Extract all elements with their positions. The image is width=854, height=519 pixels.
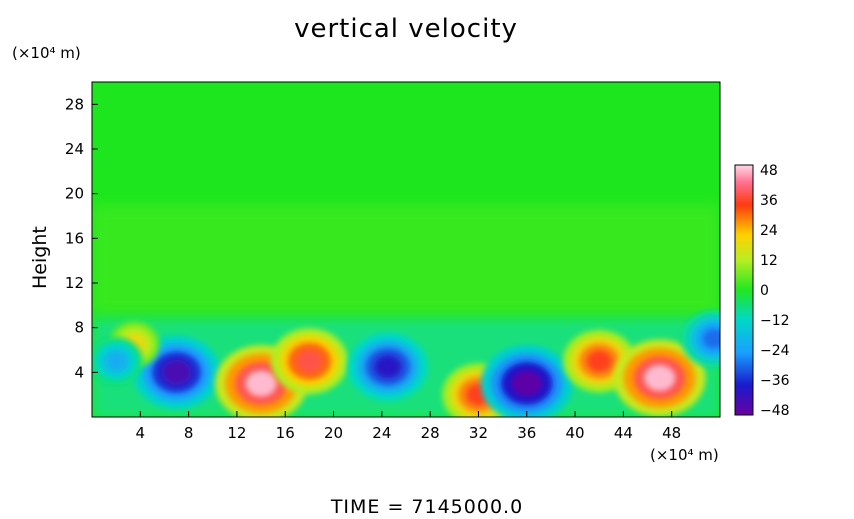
- velocity-cell: [347, 332, 428, 401]
- x-tick-label: 20: [324, 424, 343, 442]
- x-tick-label: 8: [184, 424, 194, 442]
- plot-frame: [91, 81, 721, 418]
- x-tick-label: 28: [421, 424, 440, 442]
- velocity-contour: [296, 349, 323, 373]
- colorbar-ticks: 48 36 24 12 0 −12 −24 −36 −48: [760, 163, 790, 419]
- texture-band: [92, 205, 720, 315]
- y-tick-label: 24: [65, 140, 84, 158]
- colorbar-tick-label: −24: [760, 343, 790, 359]
- colorbar-tick-label: −48: [760, 403, 790, 419]
- velocity-contour: [245, 370, 277, 397]
- velocity-contour: [511, 370, 543, 397]
- velocity-features: [92, 310, 720, 417]
- colorbar-tick-label: −36: [760, 373, 790, 389]
- velocity-contour: [702, 329, 720, 349]
- colorbar-tick-label: 0: [760, 283, 769, 299]
- x-tick-label: 4: [136, 424, 146, 442]
- colorbar-tick-label: 12: [760, 253, 778, 269]
- chart-title: vertical velocity: [294, 14, 518, 44]
- x-tick-label: 36: [517, 424, 536, 442]
- x-tick-label: 16: [276, 424, 295, 442]
- velocity-cell: [480, 345, 573, 417]
- field-layer: [92, 205, 720, 417]
- y-tick-label: 8: [74, 319, 84, 337]
- velocity-cell: [681, 310, 720, 368]
- x-axis-unit: (×10⁴ m): [650, 446, 719, 464]
- y-axis: 4 8 12 16 20 24 28: [65, 95, 98, 381]
- y-tick-label: 12: [65, 274, 84, 292]
- colorbar-tick-label: 36: [760, 193, 778, 209]
- velocity-cell: [92, 337, 143, 386]
- velocity-cell: [270, 328, 348, 395]
- x-tick-label: 40: [566, 424, 585, 442]
- y-tick-label: 28: [65, 95, 84, 113]
- colorbar: [734, 164, 754, 416]
- x-axis: 4 8 12 16 20 24 28 32 36 40 44 48: [136, 411, 681, 442]
- colorbar-tick-label: −12: [760, 313, 790, 329]
- x-tick-label: 48: [662, 424, 681, 442]
- y-tick-label: 16: [65, 229, 84, 247]
- x-tick-label: 44: [614, 424, 633, 442]
- velocity-contour: [643, 364, 676, 391]
- velocity-contour: [374, 355, 402, 379]
- colorbar-tick-label: 48: [760, 163, 778, 179]
- velocity-contour: [107, 352, 126, 370]
- y-tick-label: 20: [65, 185, 84, 203]
- y-axis-unit: (×10⁴ m): [12, 44, 81, 62]
- y-tick-label: 4: [74, 363, 84, 381]
- time-label: TIME = 7145000.0: [330, 496, 524, 518]
- x-tick-label: 12: [227, 424, 246, 442]
- velocity-contour: [161, 359, 192, 385]
- x-tick-label: 24: [372, 424, 391, 442]
- x-tick-label: 32: [469, 424, 488, 442]
- velocity-cell: [613, 339, 706, 417]
- colorbar-tick-label: 24: [760, 223, 778, 239]
- velocity-contour: [586, 350, 612, 372]
